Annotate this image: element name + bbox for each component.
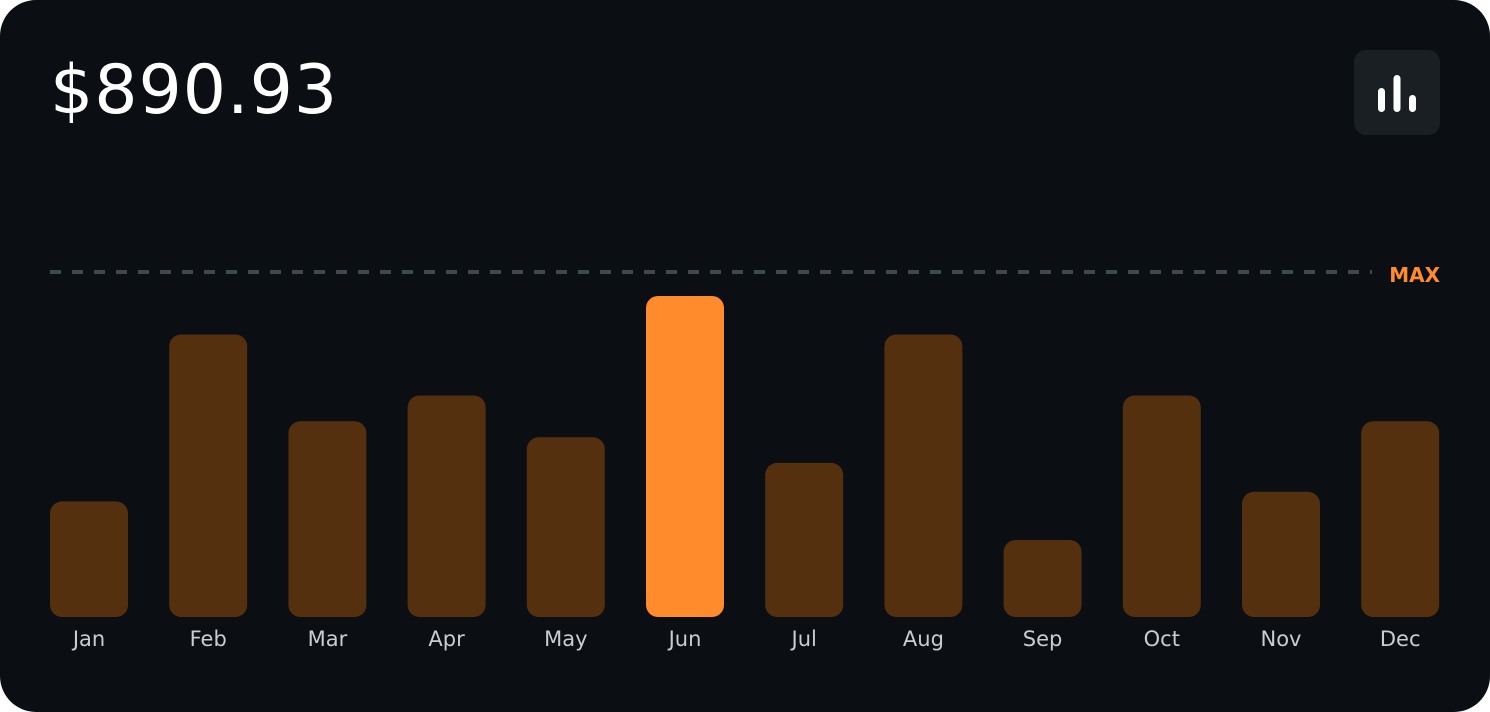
month-label-jan: Jan: [71, 627, 105, 651]
month-label-jul: Jul: [790, 627, 817, 651]
bar-nov[interactable]: [1242, 491, 1320, 617]
month-label-mar: Mar: [308, 627, 348, 651]
bar-dec[interactable]: [1361, 421, 1440, 617]
month-label-nov: Nov: [1261, 627, 1302, 651]
month-label-dec: Dec: [1380, 627, 1421, 651]
month-label-apr: Apr: [428, 627, 465, 651]
bar-sep[interactable]: [1003, 540, 1082, 617]
month-label-oct: Oct: [1144, 627, 1180, 651]
total-amount: $890.93: [50, 51, 339, 130]
month-label-feb: Feb: [190, 627, 227, 651]
month-label-sep: Sep: [1023, 627, 1063, 651]
bar-jun[interactable]: [646, 296, 724, 617]
max-reference-line: [50, 270, 1372, 274]
month-label-jun: Jun: [667, 627, 702, 651]
chart-type-button[interactable]: [1354, 50, 1440, 135]
bar-oct[interactable]: [1122, 395, 1201, 618]
max-label: MAX: [1389, 263, 1440, 287]
bar-may[interactable]: [526, 437, 605, 617]
bar-feb[interactable]: [169, 334, 248, 618]
bar-jan[interactable]: [50, 501, 128, 617]
bar-jul[interactable]: [765, 462, 844, 617]
bar-aug[interactable]: [884, 334, 963, 618]
bar-chart-icon: [1378, 75, 1416, 112]
bar-apr[interactable]: [407, 395, 486, 618]
bar-mar[interactable]: [288, 421, 367, 617]
month-label-aug: Aug: [903, 627, 944, 651]
month-label-may: May: [544, 627, 587, 651]
